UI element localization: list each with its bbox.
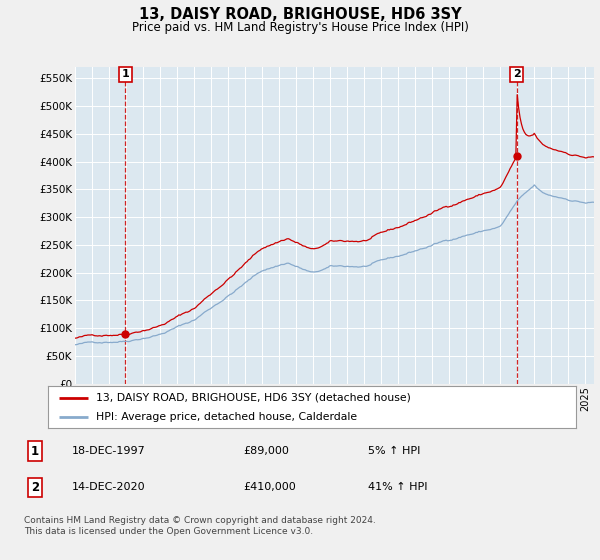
Text: HPI: Average price, detached house, Calderdale: HPI: Average price, detached house, Cald…: [95, 412, 356, 422]
Text: £410,000: £410,000: [244, 482, 296, 492]
Text: Price paid vs. HM Land Registry's House Price Index (HPI): Price paid vs. HM Land Registry's House …: [131, 21, 469, 34]
Text: Contains HM Land Registry data © Crown copyright and database right 2024.
This d: Contains HM Land Registry data © Crown c…: [24, 516, 376, 536]
Text: 41% ↑ HPI: 41% ↑ HPI: [368, 482, 427, 492]
Text: 1: 1: [121, 69, 129, 80]
Text: 13, DAISY ROAD, BRIGHOUSE, HD6 3SY (detached house): 13, DAISY ROAD, BRIGHOUSE, HD6 3SY (deta…: [95, 393, 410, 403]
Text: 2: 2: [513, 69, 521, 80]
Text: 18-DEC-1997: 18-DEC-1997: [71, 446, 145, 456]
Text: £89,000: £89,000: [244, 446, 289, 456]
Text: 14-DEC-2020: 14-DEC-2020: [71, 482, 145, 492]
Text: 1: 1: [31, 445, 39, 458]
Text: 2: 2: [31, 481, 39, 494]
Text: 5% ↑ HPI: 5% ↑ HPI: [368, 446, 420, 456]
Text: 13, DAISY ROAD, BRIGHOUSE, HD6 3SY: 13, DAISY ROAD, BRIGHOUSE, HD6 3SY: [139, 7, 461, 22]
